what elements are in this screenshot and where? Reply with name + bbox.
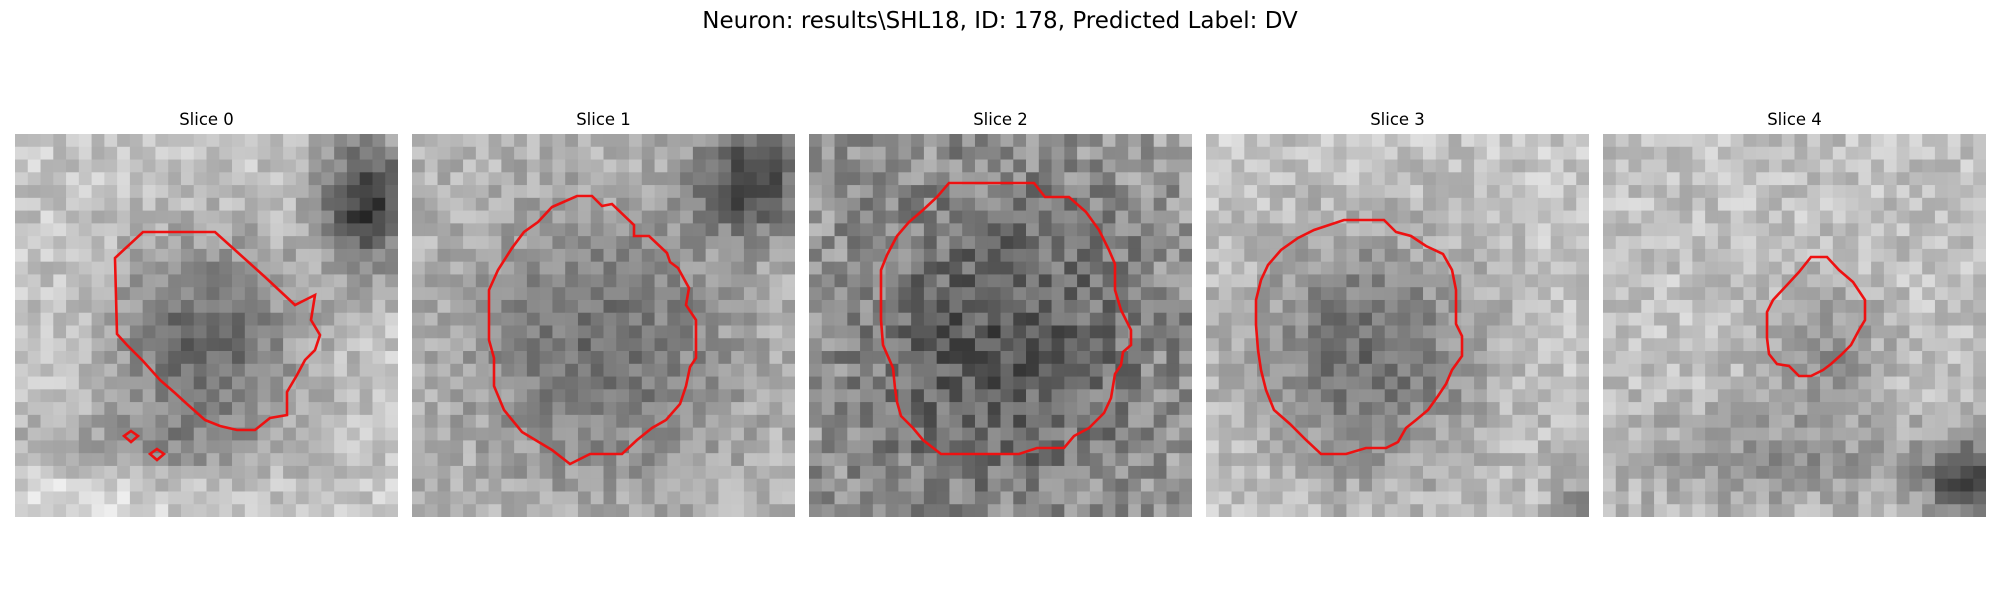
slice-image — [15, 134, 398, 517]
neuron-contour — [487, 194, 698, 466]
neuron-contour — [113, 230, 322, 432]
slice-image — [809, 134, 1192, 517]
neuron-contour — [879, 181, 1133, 456]
slice-image — [412, 134, 795, 517]
slice-title: Slice 4 — [1767, 110, 1822, 129]
neuron-contour — [121, 429, 141, 444]
slice-title: Slice 2 — [973, 110, 1028, 129]
neuron-contour — [147, 447, 167, 462]
neuron-contour — [1254, 218, 1464, 456]
neuron-contour — [1765, 255, 1867, 378]
slice-image — [1603, 134, 1986, 517]
slice-title: Slice 1 — [576, 110, 631, 129]
slice-image — [1206, 134, 1589, 517]
figure-title: Neuron: results\SHL18, ID: 178, Predicte… — [702, 8, 1298, 34]
slice-title: Slice 0 — [179, 110, 234, 129]
slice-title: Slice 3 — [1370, 110, 1425, 129]
